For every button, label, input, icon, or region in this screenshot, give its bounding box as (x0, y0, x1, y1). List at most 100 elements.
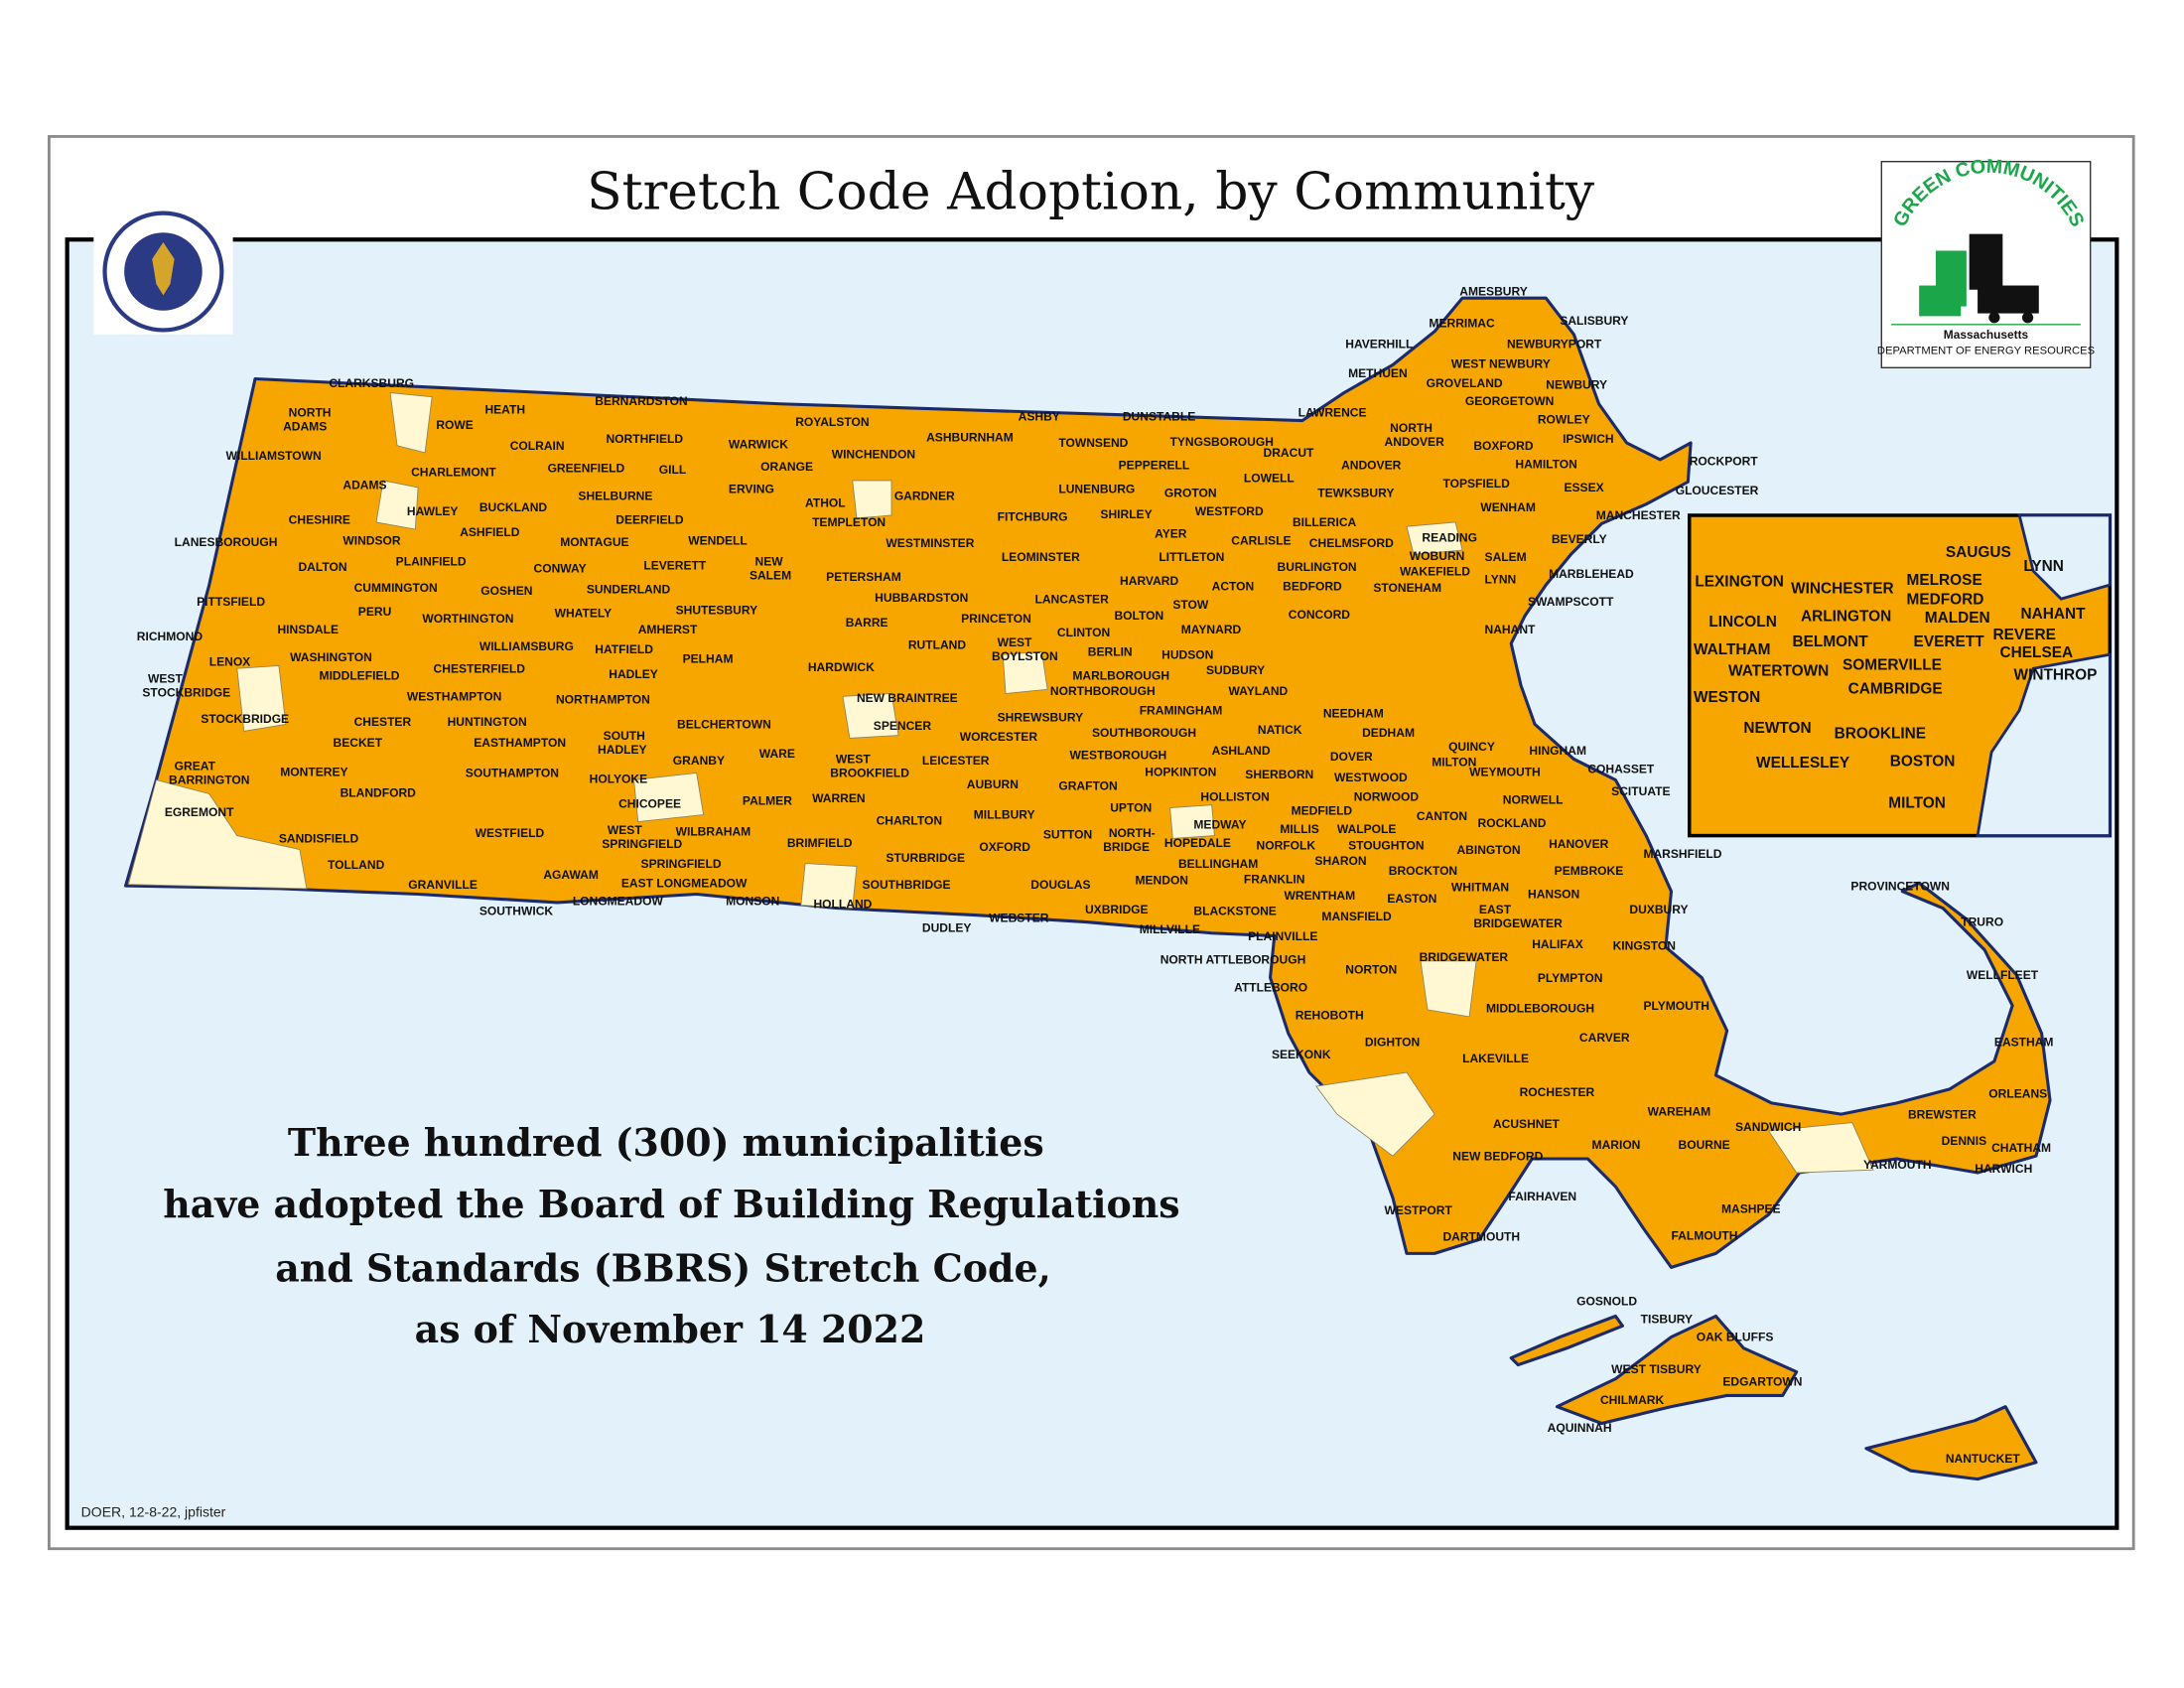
town-label: HOPKINTON (1145, 765, 1216, 778)
town-label: GREAT BARRINGTON (169, 760, 249, 787)
town-label: PELHAM (683, 652, 734, 666)
town-label: WEST BROOKFIELD (830, 753, 909, 780)
town-label: CHELSEA (2000, 644, 2074, 661)
town-label: HEATH (484, 403, 525, 417)
town-label: DUXBURY (1629, 903, 1688, 916)
town-label: WEST BOYLSTON (992, 635, 1058, 663)
town-label: SOUTHWICK (479, 905, 554, 918)
town-label: WEST NEWBURY (1451, 356, 1551, 370)
town-label: BEVERLY (1552, 532, 1607, 546)
town-label: ASHFIELD (460, 525, 520, 539)
town-label: BOSTON (1890, 753, 1956, 770)
town-label: WOBURN (1410, 549, 1465, 563)
town-label: FAIRHAVEN (1508, 1190, 1576, 1203)
town-label: PLAINVILLE (1248, 929, 1317, 943)
town-label: EAST LONGMEADOW (621, 876, 748, 890)
town-label: WEST SPRINGFIELD (602, 823, 682, 851)
town-label: COHASSET (1587, 762, 1655, 775)
town-label: QUINCY (1448, 740, 1495, 754)
town-label: HALIFAX (1532, 937, 1583, 951)
town-label: EASTON (1387, 892, 1436, 906)
town-label: PETERSHAM (826, 570, 901, 584)
logo-line2: DEPARTMENT OF ENERGY RESOURCES (1877, 345, 2095, 356)
town-label: WENDELL (688, 533, 748, 547)
town-label: BELLINGHAM (1178, 857, 1258, 871)
town-label: CLINTON (1057, 626, 1110, 639)
town-label: SHIRLEY (1100, 507, 1152, 521)
statement-line-4: as of November 14 2022 (415, 1307, 926, 1351)
town-label: WESTMINSTER (886, 536, 974, 550)
town-label: PERU (358, 605, 391, 619)
town-label: REVERE (1993, 627, 2056, 643)
town-label: WHATELY (555, 606, 613, 620)
town-label: BELCHERTOWN (677, 718, 771, 732)
town-label: WEBSTER (989, 912, 1049, 925)
town-label: SOUTHBRIDGE (863, 878, 951, 892)
town-label: WALTHAM (1694, 641, 1771, 658)
town-label: BOLTON (1114, 609, 1163, 623)
town-label: SCITUATE (1611, 784, 1670, 798)
town-label: NEW BEDFORD (1452, 1149, 1543, 1163)
mainland (124, 296, 2052, 1269)
town-label: PEMBROKE (1555, 864, 1624, 878)
town-label: DOVER (1330, 750, 1373, 764)
town-label: GRANVILLE (408, 878, 478, 892)
town-label: WESTBOROUGH (1070, 748, 1167, 762)
town-label: SOMERVILLE (1843, 657, 1942, 674)
town-label: MAYNARD (1181, 623, 1242, 636)
town-label: BURLINGTON (1278, 560, 1357, 574)
statement-line-1: Three hundred (300) municipalities (288, 1120, 1044, 1165)
green-communities-logo: GREEN COMMUNITIES Massachusetts DEPARTME… (1877, 156, 2095, 368)
town-label: BILLERICA (1293, 515, 1357, 529)
town-label: CHATHAM (1991, 1141, 2051, 1155)
town-label: WINTHROP (2014, 666, 2098, 683)
town-label: WELLFLEET (1967, 968, 2039, 982)
town-label: MILLVILLE (1140, 922, 1200, 936)
town-label: CANTON (1417, 809, 1467, 823)
town-label: WAKEFIELD (1400, 564, 1470, 578)
town-label: ADAMS (342, 478, 386, 492)
town-label: BEDFORD (1283, 580, 1342, 594)
town-label: MELROSE (1907, 572, 1982, 589)
town-label: WEST TISBURY (1611, 1362, 1702, 1376)
town-label: HANOVER (1549, 837, 1609, 851)
town-label: HUBBARDSTON (875, 591, 968, 605)
town-label: TOLLAND (328, 858, 385, 872)
town-label: ASHBY (1019, 410, 1060, 424)
town-label: TRURO (1961, 915, 2003, 929)
town-label: BROCKTON (1389, 864, 1457, 878)
town-label: IPSWICH (1563, 432, 1614, 446)
town-label: MONTAGUE (560, 535, 628, 549)
town-label: DEERFIELD (615, 512, 684, 526)
town-label: HUDSON (1161, 647, 1213, 661)
town-labels: CLARKSBURG NORTH ADAMS HEATH ROWE BERNARDSTON… (137, 284, 2054, 1465)
town-label: NORTH ATTLEBOROUGH (1160, 953, 1306, 967)
town-label: WILLIAMSTOWN (226, 449, 322, 463)
town-label: RICHMOND (137, 630, 204, 643)
town-label: MIDDLEFIELD (320, 668, 400, 682)
town-label: CHICOPEE (618, 797, 681, 811)
town-label: UPTON (1110, 801, 1152, 815)
town-label: WARWICK (729, 438, 788, 452)
town-label: SUDBURY (1206, 663, 1265, 677)
town-label: MONTEREY (280, 765, 347, 778)
town-label: TOPSFIELD (1442, 477, 1510, 491)
town-label: HOLLISTON (1200, 790, 1269, 804)
town-label: WORCESTER (960, 730, 1038, 744)
town-label: SHERBORN (1245, 768, 1313, 781)
town-label: WARE (759, 747, 795, 761)
town-label: BOXFORD (1473, 439, 1534, 453)
town-label: ASHLAND (1212, 744, 1271, 758)
town-label: STOW (1172, 598, 1209, 612)
statement-line-2: have adopted the Board of Building Regul… (163, 1182, 1179, 1226)
town-label: AMESBURY (1459, 284, 1527, 298)
town-label: NEEDHAM (1323, 706, 1384, 720)
town-label: ASHBURNHAM (926, 431, 1014, 445)
town-label: EAST BRIDGEWATER (1473, 903, 1563, 930)
town-label: WINCHESTER (1791, 581, 1894, 598)
town-label: ORANGE (760, 460, 813, 474)
town-label: WAREHAM (1648, 1105, 1711, 1119)
town-label: FITCHBURG (998, 510, 1068, 524)
town-label: READING (1422, 531, 1477, 545)
town-label: NAHANT (2021, 606, 2087, 623)
